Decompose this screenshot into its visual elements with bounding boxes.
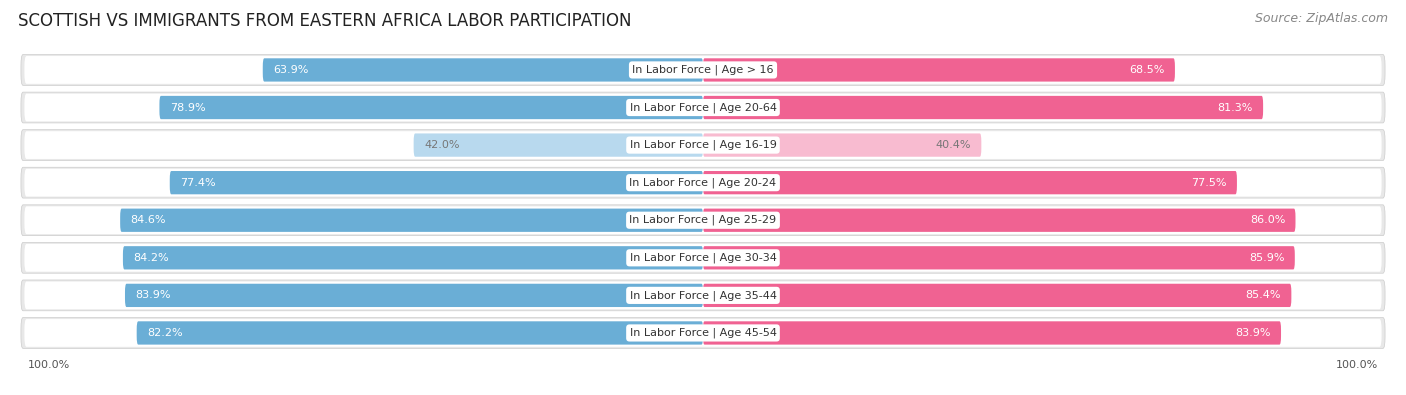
FancyBboxPatch shape xyxy=(21,318,1385,348)
FancyBboxPatch shape xyxy=(24,131,1382,159)
Text: In Labor Force | Age 20-64: In Labor Force | Age 20-64 xyxy=(630,102,776,113)
Text: In Labor Force | Age 16-19: In Labor Force | Age 16-19 xyxy=(630,140,776,150)
FancyBboxPatch shape xyxy=(24,319,1382,347)
Text: 68.5%: 68.5% xyxy=(1129,65,1164,75)
Text: In Labor Force | Age 25-29: In Labor Force | Age 25-29 xyxy=(630,215,776,226)
Text: 77.4%: 77.4% xyxy=(180,178,215,188)
FancyBboxPatch shape xyxy=(24,169,1382,197)
FancyBboxPatch shape xyxy=(703,134,981,157)
FancyBboxPatch shape xyxy=(703,96,1263,119)
Text: 84.2%: 84.2% xyxy=(134,253,169,263)
Text: In Labor Force | Age > 16: In Labor Force | Age > 16 xyxy=(633,65,773,75)
FancyBboxPatch shape xyxy=(21,92,1385,123)
FancyBboxPatch shape xyxy=(120,209,703,232)
Text: In Labor Force | Age 35-44: In Labor Force | Age 35-44 xyxy=(630,290,776,301)
FancyBboxPatch shape xyxy=(24,244,1382,272)
Text: 100.0%: 100.0% xyxy=(28,360,70,370)
Text: 86.0%: 86.0% xyxy=(1250,215,1285,225)
FancyBboxPatch shape xyxy=(170,171,703,194)
FancyBboxPatch shape xyxy=(703,209,1295,232)
FancyBboxPatch shape xyxy=(159,96,703,119)
FancyBboxPatch shape xyxy=(703,321,1281,344)
FancyBboxPatch shape xyxy=(136,321,703,344)
FancyBboxPatch shape xyxy=(703,246,1295,269)
Text: 85.4%: 85.4% xyxy=(1246,290,1281,300)
Text: 63.9%: 63.9% xyxy=(273,65,308,75)
Text: 83.9%: 83.9% xyxy=(135,290,170,300)
Text: 78.9%: 78.9% xyxy=(170,103,205,113)
FancyBboxPatch shape xyxy=(703,58,1175,82)
FancyBboxPatch shape xyxy=(703,171,1237,194)
FancyBboxPatch shape xyxy=(24,206,1382,234)
Text: In Labor Force | Age 30-34: In Labor Force | Age 30-34 xyxy=(630,252,776,263)
Text: 81.3%: 81.3% xyxy=(1218,103,1253,113)
FancyBboxPatch shape xyxy=(125,284,703,307)
Text: 42.0%: 42.0% xyxy=(425,140,460,150)
FancyBboxPatch shape xyxy=(24,94,1382,121)
FancyBboxPatch shape xyxy=(21,167,1385,198)
Text: 82.2%: 82.2% xyxy=(148,328,183,338)
Text: Source: ZipAtlas.com: Source: ZipAtlas.com xyxy=(1254,12,1388,25)
FancyBboxPatch shape xyxy=(21,205,1385,236)
FancyBboxPatch shape xyxy=(703,284,1291,307)
Text: In Labor Force | Age 20-24: In Labor Force | Age 20-24 xyxy=(630,177,776,188)
Text: SCOTTISH VS IMMIGRANTS FROM EASTERN AFRICA LABOR PARTICIPATION: SCOTTISH VS IMMIGRANTS FROM EASTERN AFRI… xyxy=(18,12,631,30)
FancyBboxPatch shape xyxy=(122,246,703,269)
FancyBboxPatch shape xyxy=(413,134,703,157)
Text: 100.0%: 100.0% xyxy=(1336,360,1378,370)
Text: 77.5%: 77.5% xyxy=(1191,178,1226,188)
FancyBboxPatch shape xyxy=(21,243,1385,273)
Text: 83.9%: 83.9% xyxy=(1236,328,1271,338)
Text: 85.9%: 85.9% xyxy=(1249,253,1285,263)
FancyBboxPatch shape xyxy=(263,58,703,82)
Text: In Labor Force | Age 45-54: In Labor Force | Age 45-54 xyxy=(630,328,776,338)
FancyBboxPatch shape xyxy=(24,282,1382,309)
Text: 84.6%: 84.6% xyxy=(131,215,166,225)
FancyBboxPatch shape xyxy=(21,130,1385,160)
FancyBboxPatch shape xyxy=(21,280,1385,311)
Text: 40.4%: 40.4% xyxy=(935,140,972,150)
FancyBboxPatch shape xyxy=(24,56,1382,84)
Legend: Scottish, Immigrants from Eastern Africa: Scottish, Immigrants from Eastern Africa xyxy=(546,394,860,395)
FancyBboxPatch shape xyxy=(21,55,1385,85)
